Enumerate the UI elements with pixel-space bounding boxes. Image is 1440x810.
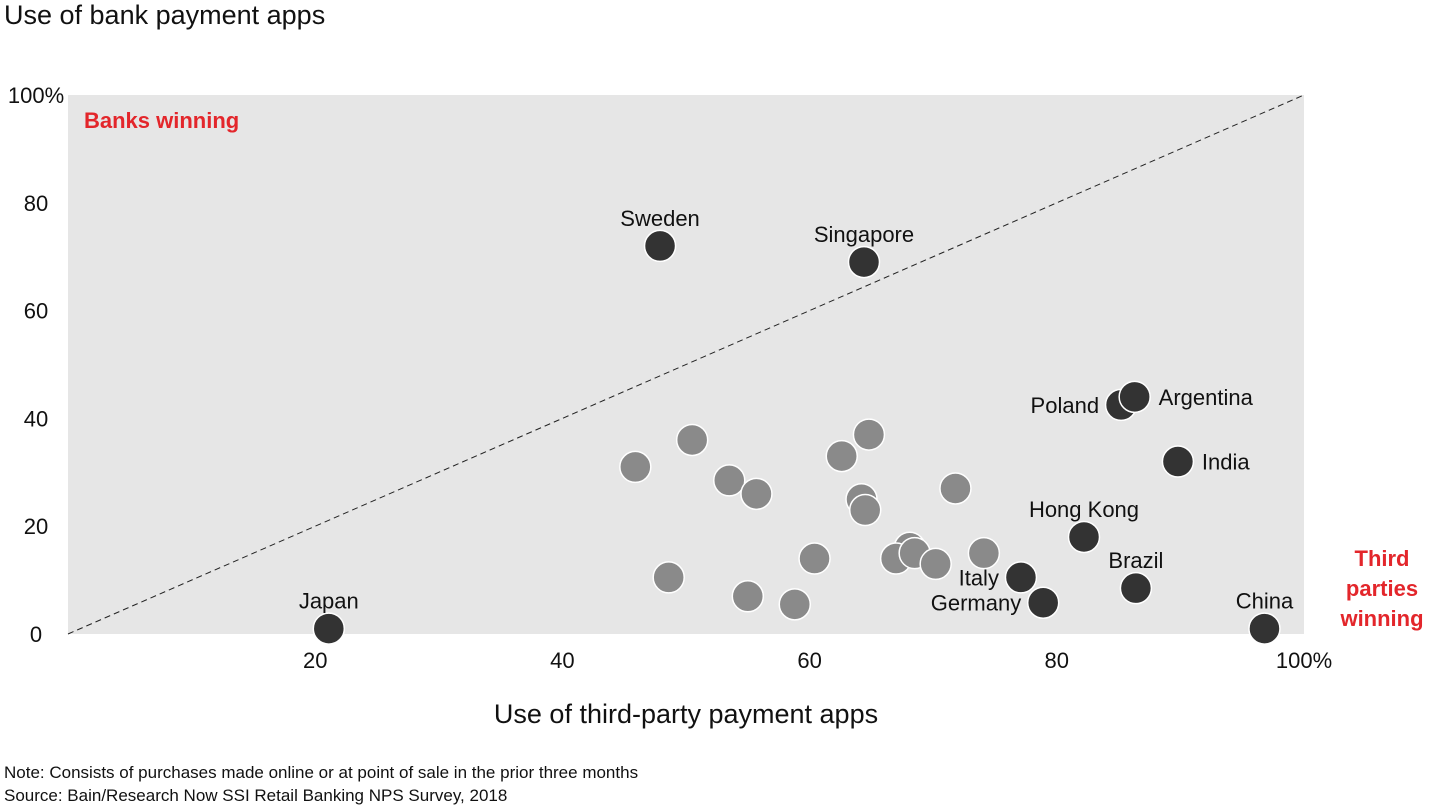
- other-market-point: [939, 472, 972, 505]
- other-market-point: [919, 547, 952, 581]
- x-tick-label: 60: [797, 648, 821, 673]
- other-market-point: [825, 439, 858, 473]
- market-label-india: India: [1202, 450, 1250, 475]
- zone-label-line: parties: [1346, 576, 1418, 601]
- zone-label-banks-winning: Banks winning: [84, 108, 239, 133]
- y-axis-ticks: 0 20 40 60 80 100%: [8, 83, 64, 647]
- highlighted-markets-points: Sweden Singapore Poland Argentina India Hong …: [299, 206, 1294, 645]
- other-market-point: [740, 477, 773, 511]
- y-tick-label: 40: [24, 406, 48, 431]
- market-point-singapore: [847, 245, 881, 279]
- zone-label-line: Third: [1355, 546, 1410, 571]
- other-market-point: [619, 450, 652, 484]
- market-label-japan: Japan: [299, 589, 359, 614]
- other-market-point: [675, 423, 709, 457]
- market-label-singapore: Singapore: [814, 222, 914, 247]
- market-point-china: [1248, 612, 1281, 645]
- market-point-hong-kong: [1067, 520, 1101, 554]
- x-axis-label: Use of third-party payment apps: [494, 699, 878, 729]
- market-label-china: China: [1236, 589, 1294, 614]
- market-label-hong-kong: Hong Kong: [1029, 497, 1139, 522]
- market-label-brazil: Brazil: [1108, 548, 1163, 573]
- market-point-india: [1161, 445, 1195, 478]
- parity-diagonal-line: [67, 94, 1305, 635]
- other-market-point: [731, 580, 765, 613]
- x-tick-label: 80: [1045, 648, 1069, 673]
- market-point-italy: [1004, 561, 1038, 594]
- other-market-point: [778, 588, 812, 621]
- market-label-germany: Germany: [931, 591, 1021, 616]
- x-tick-label: 20: [303, 648, 327, 673]
- market-label-sweden: Sweden: [620, 206, 700, 231]
- zone-label-third-parties-winning: Third parties winning: [1339, 546, 1423, 631]
- y-tick-label: 20: [24, 514, 48, 539]
- footnote-source: Source: Bain/Research Now SSI Retail Ban…: [4, 786, 508, 805]
- chart-title: Use of bank payment apps: [4, 0, 326, 30]
- footnote-note: Note: Consists of purchases made online …: [4, 763, 639, 782]
- x-tick-label: 100%: [1276, 648, 1332, 673]
- market-label-argentina: Argentina: [1159, 385, 1254, 410]
- market-point-brazil: [1119, 571, 1153, 605]
- other-market-point: [798, 542, 831, 575]
- other-markets-points: [619, 418, 1001, 621]
- y-tick-label: 100%: [8, 83, 64, 108]
- x-tick-label: 40: [550, 648, 574, 673]
- other-market-point: [852, 418, 886, 451]
- market-point-germany: [1026, 586, 1060, 619]
- market-point-japan: [312, 612, 346, 645]
- y-tick-label: 0: [30, 622, 42, 647]
- y-tick-label: 60: [24, 299, 48, 324]
- other-market-point: [848, 493, 882, 527]
- market-point-argentina: [1118, 380, 1151, 414]
- y-tick-label: 80: [24, 191, 48, 216]
- other-market-point: [713, 464, 746, 497]
- market-label-poland: Poland: [1031, 393, 1100, 418]
- market-point-sweden: [643, 229, 677, 263]
- market-label-italy: Italy: [959, 565, 999, 590]
- other-market-point: [652, 561, 685, 594]
- other-market-point: [967, 536, 1001, 570]
- x-axis-ticks: 20 40 60 80 100%: [303, 648, 1332, 673]
- zone-label-line: winning: [1339, 606, 1423, 631]
